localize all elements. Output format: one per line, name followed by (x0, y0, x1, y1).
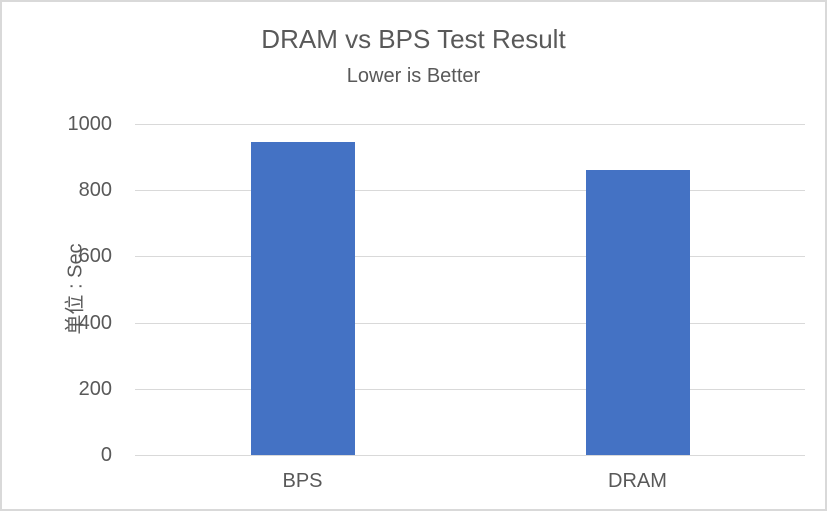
gridline-400 (135, 322, 805, 324)
gridline-1000 (135, 124, 805, 125)
chart-subtitle: Lower is Better (346, 65, 481, 87)
gridline-800 (135, 190, 805, 192)
bar-dram[interactable] (585, 170, 690, 455)
bar-bps[interactable] (250, 142, 355, 455)
plot-area (135, 124, 805, 456)
y-tick-label-800: 800 (78, 179, 112, 202)
y-tick-label-600: 600 (78, 245, 112, 268)
bar-series (135, 124, 805, 455)
x-axis-category-labels: BPS DRAM (135, 468, 805, 494)
y-tick-label-0: 0 (100, 444, 112, 466)
bar-slot-bps (135, 124, 470, 455)
chart-title: DRAM vs BPS Test Result (261, 24, 566, 54)
x-category-label-dram: DRAM (608, 470, 667, 492)
gridline-600 (135, 256, 805, 258)
bar-slot-dram (470, 124, 805, 455)
gridline-200 (135, 388, 805, 390)
y-tick-label-400: 400 (78, 311, 112, 334)
x-category-label-bps: BPS (282, 470, 323, 492)
y-tick-label-200: 200 (78, 377, 112, 400)
y-axis-tick-labels: 0 200 400 600 800 1000 (2, 113, 113, 466)
y-tick-label-1000: 1000 (67, 113, 113, 135)
